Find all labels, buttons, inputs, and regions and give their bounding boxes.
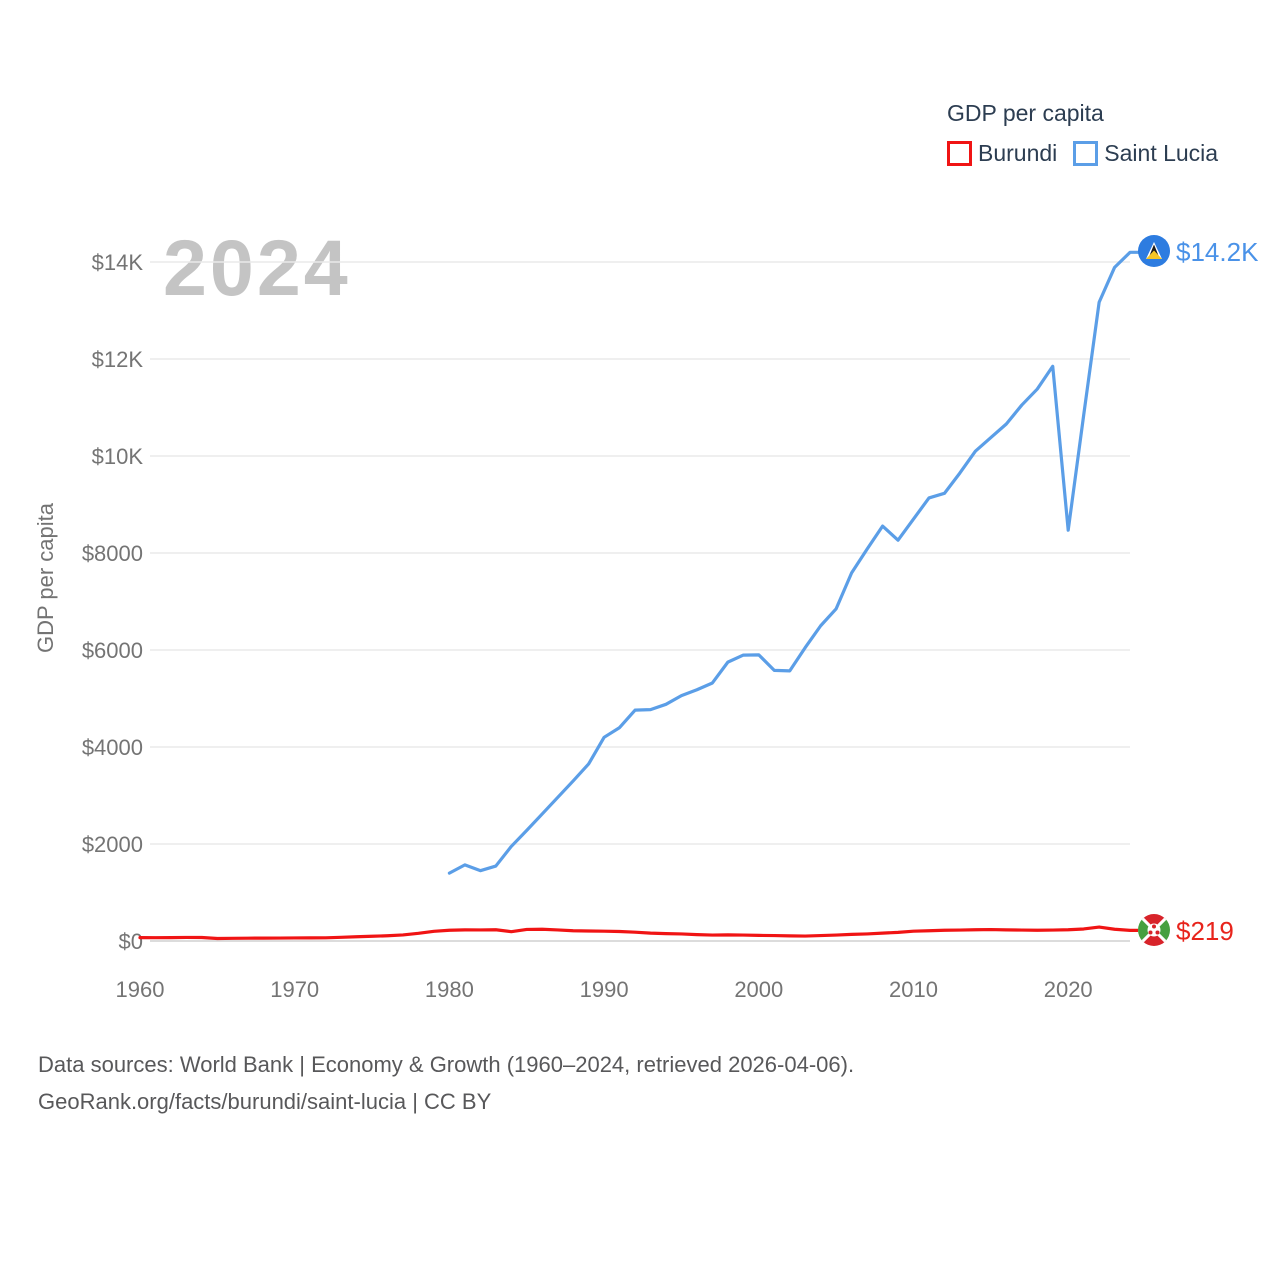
x-tick-label: 1980 [425, 977, 474, 1002]
y-tick-label: $2000 [82, 832, 143, 857]
x-tick-label: 2010 [889, 977, 938, 1002]
footer-attribution: GeoRank.org/facts/burundi/saint-lucia | … [38, 1089, 492, 1114]
burundi-flag-icon [1138, 914, 1170, 946]
legend: GDP per capita Burundi Saint Lucia [947, 100, 1218, 167]
y-tick-label: $0 [119, 929, 143, 954]
legend-label-saint-lucia: Saint Lucia [1104, 140, 1219, 166]
x-tick-label: 1960 [116, 977, 165, 1002]
y-tick-label: $6000 [82, 638, 143, 663]
saint-lucia-flag-icon [1138, 235, 1170, 267]
x-tick-label: 1970 [270, 977, 319, 1002]
series-line-burundi[interactable] [138, 925, 1148, 941]
x-tick-label: 1990 [580, 977, 629, 1002]
x-tick-label: 2020 [1044, 977, 1093, 1002]
series-line-saint-lucia[interactable] [447, 250, 1148, 875]
y-tick-label: $8000 [82, 541, 143, 566]
y-tick-label: $10K [92, 444, 144, 469]
legend-swatch-burundi[interactable] [947, 141, 972, 166]
footer: Data sources: World Bank | Economy & Gro… [38, 1046, 854, 1120]
end-value-burundi: $219 [1176, 916, 1234, 946]
legend-swatch-saint-lucia[interactable] [1073, 141, 1099, 166]
end-value-saint-lucia: $14.2K [1176, 237, 1259, 267]
legend-item-burundi[interactable]: Burundi [947, 140, 1057, 167]
x-tick-label: 2000 [734, 977, 783, 1002]
legend-label-burundi: Burundi [978, 140, 1058, 166]
legend-title: GDP per capita [947, 100, 1104, 126]
y-tick-label: $14K [92, 250, 144, 275]
footer-sources: Data sources: World Bank | Economy & Gro… [38, 1052, 855, 1077]
y-tick-label: $4000 [82, 735, 143, 760]
legend-items: Burundi Saint Lucia [947, 140, 1218, 167]
y-tick-label: $12K [92, 347, 144, 372]
year-watermark: 2024 [163, 223, 351, 312]
legend-item-saint-lucia[interactable]: Saint Lucia [1073, 140, 1218, 167]
